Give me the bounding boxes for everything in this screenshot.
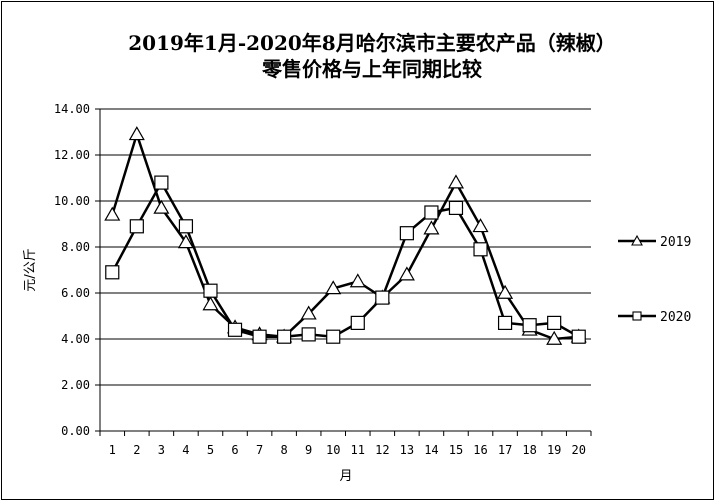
data-point-2019	[447, 174, 465, 189]
data-point-2020	[301, 327, 316, 342]
data-point-2020	[399, 226, 414, 241]
x-tick-label: 13	[400, 443, 414, 457]
x-tick-label: 5	[207, 443, 214, 457]
legend: 2019 2020	[618, 234, 691, 325]
data-point-2020	[326, 329, 341, 344]
data-point-2020	[277, 329, 292, 344]
y-tick-label: 8.00	[61, 240, 90, 254]
series	[104, 126, 587, 345]
x-tick-label: 19	[547, 443, 561, 457]
legend-label: 2019	[660, 235, 691, 250]
data-point-2020	[178, 219, 194, 234]
data-point-2020	[227, 322, 243, 337]
data-point-2020	[547, 315, 562, 330]
x-tick-label: 14	[424, 443, 438, 457]
data-point-2020	[497, 315, 513, 330]
x-axis-ticks: 1 2 3 4 5 6 7 8 9 10 11 12 13 14 15 16 17 18 19 20	[109, 443, 586, 457]
axes	[95, 108, 592, 436]
data-point-2020	[252, 329, 267, 344]
data-point-2020	[350, 315, 365, 330]
data-point-2019	[497, 284, 514, 299]
series-2020	[105, 175, 586, 344]
data-point-2020	[203, 283, 218, 298]
data-point-2019	[349, 273, 366, 288]
series-line-2020	[111, 181, 580, 338]
legend-marker-triangle	[631, 234, 643, 246]
series-2019	[104, 126, 587, 345]
x-tick-label: 4	[182, 443, 189, 457]
x-tick-label: 1	[109, 443, 116, 457]
x-tick-label: 11	[351, 443, 365, 457]
series-line-2019	[111, 133, 579, 341]
y-tick-label: 10.00	[54, 194, 90, 208]
x-axis-label: 月	[339, 469, 352, 484]
x-tick-label: 3	[158, 443, 165, 457]
y-tick-label: 4.00	[61, 332, 90, 346]
data-point-2020	[375, 290, 390, 305]
x-tick-label: 12	[375, 443, 389, 457]
chart-title-line-2: 零售价格与上年同期比较	[261, 57, 482, 81]
data-point-2020	[473, 242, 488, 257]
y-tick-label: 6.00	[61, 286, 90, 300]
x-tick-label: 8	[281, 443, 288, 457]
data-point-2019	[104, 206, 121, 221]
y-axis-ticks: 0.00 2.00 4.00 6.00 8.00 10.00 12.00 14.00	[54, 102, 90, 438]
y-tick-label: 2.00	[61, 378, 90, 392]
data-point-2020	[424, 205, 439, 220]
y-tick-label: 0.00	[61, 424, 90, 438]
x-tick-label: 18	[522, 443, 536, 457]
data-point-2019	[177, 234, 194, 249]
x-tick-label: 15	[449, 443, 463, 457]
data-point-2019	[300, 305, 317, 320]
x-tick-label: 9	[305, 443, 312, 457]
data-point-2020	[571, 329, 586, 344]
data-point-2019	[472, 218, 489, 233]
x-tick-label: 7	[256, 443, 263, 457]
legend-label: 2020	[660, 310, 691, 325]
legend-item-2019: 2019	[618, 234, 691, 250]
y-tick-label: 12.00	[54, 148, 90, 162]
data-point-2020	[522, 318, 537, 333]
data-point-2020	[105, 265, 120, 280]
data-point-2020	[129, 219, 144, 234]
y-tick-label: 14.00	[54, 102, 90, 116]
x-tick-label: 6	[231, 443, 238, 457]
legend-marker-square	[632, 311, 642, 321]
data-point-2019	[325, 280, 342, 295]
x-tick-label: 10	[326, 443, 340, 457]
data-point-2019	[423, 220, 440, 235]
data-point-2020	[448, 200, 464, 215]
data-point-2019	[128, 126, 145, 141]
x-tick-label: 16	[473, 443, 487, 457]
legend-item-2020: 2020	[618, 310, 691, 325]
data-point-2019	[153, 199, 170, 214]
data-point-2020	[154, 175, 169, 190]
grid	[100, 108, 591, 386]
data-point-2019	[398, 266, 415, 281]
y-axis-label: 元/公斤	[23, 248, 38, 291]
chart-title-line-1: 2019年1月-2020年8月哈尔滨市主要农产品（辣椒）	[128, 31, 615, 55]
x-tick-label: 20	[571, 443, 585, 457]
x-tick-label: 17	[498, 443, 512, 457]
data-point-2019	[202, 296, 219, 311]
data-point-2019	[546, 330, 563, 345]
x-tick-label: 2	[133, 443, 140, 457]
